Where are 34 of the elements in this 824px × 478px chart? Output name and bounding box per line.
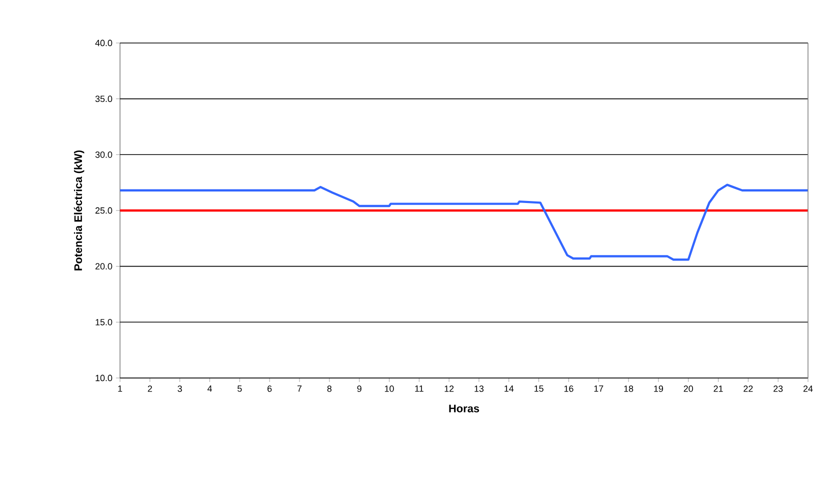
- x-tick-label: 17: [594, 386, 604, 392]
- x-tick-label: 3: [178, 386, 182, 392]
- y-tick-label: 40.0: [95, 40, 112, 46]
- y-tick-label: 35.0: [95, 96, 112, 102]
- x-tick-label: 16: [564, 386, 574, 392]
- x-tick-label: 4: [207, 386, 212, 392]
- y-axis-title: Potencia Eléctrica (kW): [74, 150, 84, 270]
- x-tick-label: 19: [654, 386, 664, 392]
- x-tick-label: 13: [474, 386, 484, 392]
- x-axis-title: Horas: [449, 404, 480, 412]
- x-tick-label: 10: [384, 386, 394, 392]
- x-tick-label: 23: [774, 386, 783, 392]
- x-tick-label: 9: [357, 386, 362, 392]
- x-tick-label: 11: [415, 386, 424, 392]
- x-tick-label: 22: [744, 386, 753, 392]
- x-tick-label: 5: [238, 386, 242, 392]
- x-tick-label: 7: [297, 386, 302, 392]
- y-tick-label: 25.0: [95, 207, 112, 214]
- y-tick-label: 30.0: [95, 151, 112, 158]
- x-tick-label: 2: [148, 386, 152, 392]
- x-tick-label: 20: [684, 386, 693, 392]
- x-tick-label: 12: [444, 386, 454, 392]
- x-tick-label: 8: [327, 386, 332, 392]
- x-tick-label: 24: [803, 386, 813, 392]
- x-tick-label: 14: [504, 386, 514, 392]
- y-tick-label: 20.0: [95, 263, 112, 270]
- line-series: [118, 184, 810, 261]
- y-tick-label: 10.0: [96, 374, 112, 382]
- x-tick-label: 15: [534, 386, 544, 392]
- x-tick-label: 18: [624, 386, 634, 392]
- x-tick-label: 6: [268, 386, 272, 392]
- x-tick-label: 1: [118, 386, 122, 392]
- x-tick-label: 21: [714, 386, 723, 392]
- y-tick-label: 15.0: [96, 318, 112, 326]
